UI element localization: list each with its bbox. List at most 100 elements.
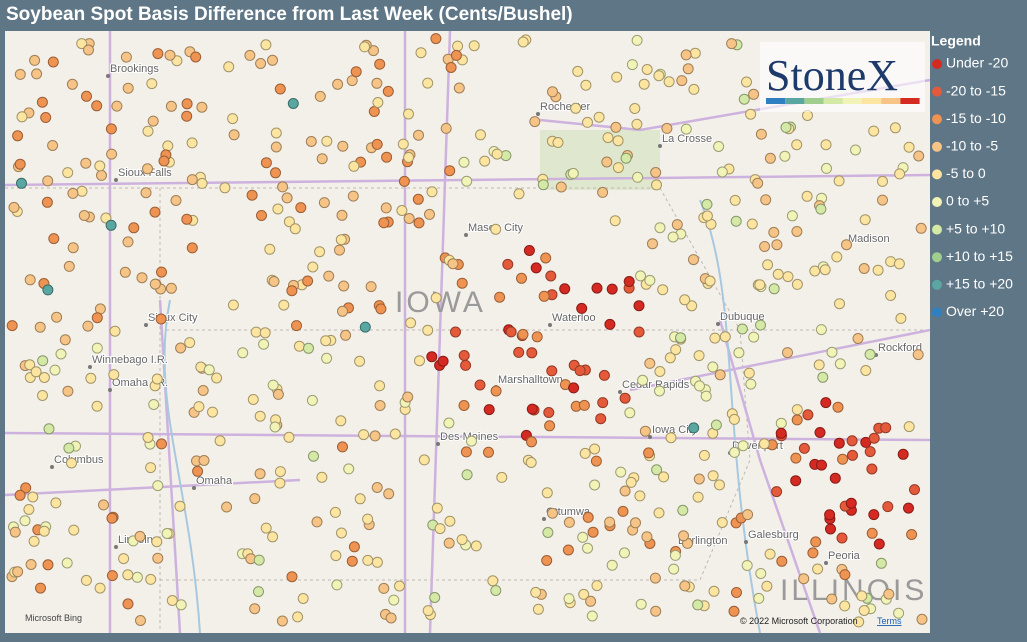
map-marker[interactable] — [776, 555, 788, 567]
map-marker[interactable] — [864, 348, 876, 360]
map-marker[interactable] — [761, 580, 773, 592]
map-marker[interactable] — [321, 352, 333, 364]
map-marker[interactable] — [638, 78, 650, 90]
map-marker[interactable] — [371, 482, 383, 493]
map-marker[interactable] — [418, 454, 430, 466]
map-marker[interactable] — [186, 174, 198, 186]
map-marker[interactable] — [55, 348, 67, 360]
map-marker[interactable] — [259, 327, 271, 339]
map-marker[interactable] — [66, 78, 78, 90]
map-marker[interactable] — [80, 157, 92, 169]
map-marker[interactable] — [500, 150, 512, 162]
map-marker[interactable] — [574, 365, 586, 377]
map-marker[interactable] — [105, 123, 117, 135]
map-marker[interactable] — [422, 77, 434, 89]
legend-label[interactable]: Under -20 — [946, 55, 1008, 71]
map-marker[interactable] — [716, 166, 728, 178]
map-marker[interactable] — [834, 298, 845, 310]
map-marker[interactable] — [634, 490, 646, 502]
map-marker[interactable] — [105, 219, 117, 231]
map-marker[interactable] — [872, 264, 884, 276]
map-marker[interactable] — [337, 441, 348, 453]
map-marker[interactable] — [858, 605, 870, 616]
map-marker[interactable] — [529, 116, 541, 128]
legend-label[interactable]: -20 to -15 — [946, 82, 1006, 98]
map-marker[interactable] — [543, 407, 555, 418]
map-marker[interactable] — [801, 190, 813, 202]
map-marker[interactable] — [40, 112, 52, 123]
map-marker[interactable] — [513, 188, 525, 200]
map-marker[interactable] — [254, 468, 266, 480]
map-marker[interactable] — [59, 334, 71, 346]
map-marker[interactable] — [540, 252, 552, 264]
map-marker[interactable] — [314, 90, 326, 102]
map-marker[interactable] — [62, 385, 74, 397]
map-marker[interactable] — [643, 447, 655, 459]
map-marker[interactable] — [78, 210, 90, 221]
map-marker[interactable] — [227, 299, 239, 311]
map-marker[interactable] — [96, 169, 107, 181]
map-marker[interactable] — [633, 300, 645, 312]
map-marker[interactable] — [23, 504, 35, 515]
map-marker[interactable] — [730, 215, 742, 227]
map-marker[interactable] — [693, 473, 705, 485]
map-marker[interactable] — [414, 355, 425, 367]
map-marker[interactable] — [207, 406, 218, 418]
map-marker[interactable] — [585, 595, 597, 607]
map-marker[interactable] — [768, 226, 780, 238]
map-marker[interactable] — [530, 586, 542, 598]
map-marker[interactable] — [475, 129, 486, 141]
map-marker[interactable] — [916, 613, 928, 625]
map-marker[interactable] — [825, 523, 836, 535]
map-marker[interactable] — [91, 100, 103, 112]
map-marker[interactable] — [637, 374, 649, 386]
map-marker[interactable] — [517, 328, 529, 340]
map-marker[interactable] — [453, 82, 465, 94]
map-marker[interactable] — [591, 282, 603, 294]
legend-label[interactable]: +10 to +15 — [946, 248, 1013, 264]
map-marker[interactable] — [832, 401, 844, 413]
map-marker[interactable] — [526, 347, 538, 359]
map-marker[interactable] — [753, 592, 765, 604]
map-marker[interactable] — [403, 213, 415, 224]
map-marker[interactable] — [359, 41, 371, 53]
map-marker[interactable] — [412, 193, 424, 205]
map-marker[interactable] — [903, 502, 914, 514]
map-marker[interactable] — [701, 198, 713, 210]
map-marker[interactable] — [461, 175, 473, 187]
map-marker[interactable] — [337, 140, 349, 152]
map-marker[interactable] — [873, 538, 885, 550]
map-marker[interactable] — [541, 555, 553, 566]
map-marker[interactable] — [336, 527, 347, 539]
map-marker[interactable] — [109, 325, 121, 337]
map-marker[interactable] — [42, 284, 54, 296]
map-marker[interactable] — [812, 563, 824, 575]
map-marker[interactable] — [791, 226, 803, 237]
map-marker[interactable] — [91, 400, 103, 412]
map-marker[interactable] — [563, 593, 575, 605]
map-marker[interactable] — [6, 320, 18, 332]
map-marker[interactable] — [62, 167, 74, 179]
map-marker[interactable] — [343, 463, 355, 475]
map-marker[interactable] — [716, 517, 728, 528]
map-marker[interactable] — [452, 40, 464, 52]
map-marker[interactable] — [378, 582, 390, 594]
map-marker[interactable] — [458, 156, 470, 168]
map-marker[interactable] — [513, 346, 525, 358]
map-marker[interactable] — [752, 177, 764, 189]
map-marker[interactable] — [580, 79, 592, 91]
map-marker[interactable] — [158, 155, 170, 167]
map-marker[interactable] — [398, 175, 410, 187]
map-marker[interactable] — [483, 446, 494, 458]
map-marker[interactable] — [362, 513, 374, 525]
map-marker[interactable] — [758, 438, 770, 450]
map-marker[interactable] — [624, 407, 636, 419]
map-marker[interactable] — [635, 270, 646, 282]
map-marker[interactable] — [228, 129, 240, 141]
map-marker[interactable] — [837, 453, 849, 465]
map-marker[interactable] — [587, 526, 599, 538]
map-marker[interactable] — [897, 448, 909, 460]
map-marker[interactable] — [809, 265, 821, 277]
legend-swatch[interactable] — [932, 86, 942, 97]
map-marker[interactable] — [604, 318, 616, 330]
